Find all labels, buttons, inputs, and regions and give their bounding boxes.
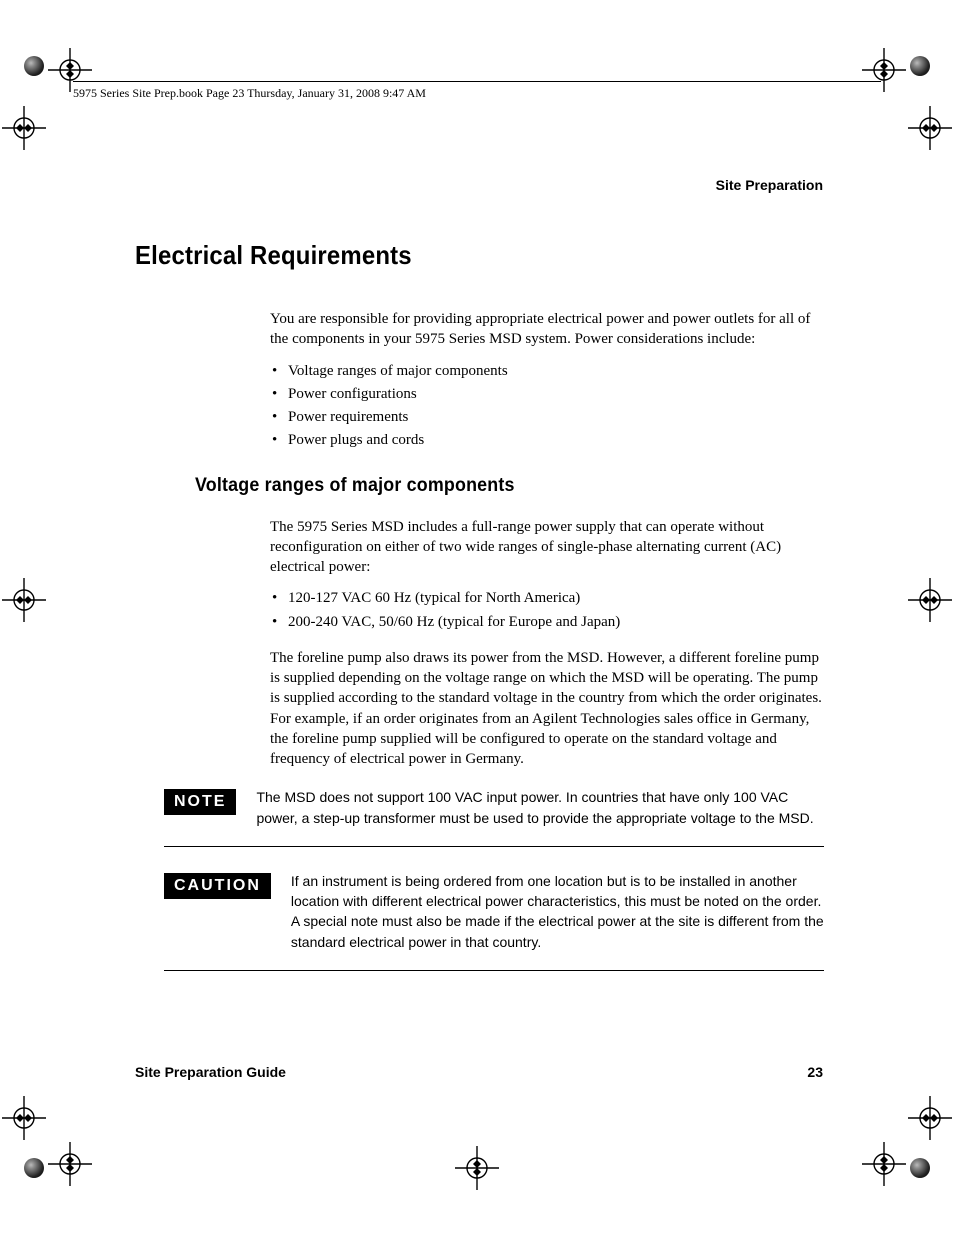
heading-2: Voltage ranges of major components [195,475,787,497]
regmark-tr-ball [910,56,930,76]
list-item: 200-240 VAC, 50/60 Hz (typical for Europ… [270,611,825,634]
regmark-right-t [908,106,952,150]
regmark-bl-ball [24,1158,44,1178]
regmark-bl [48,1142,92,1186]
list-item: Power configurations [270,383,825,406]
print-header-rule [73,81,881,82]
regmark-right-mid [908,578,952,622]
regmark-br-ball [910,1158,930,1178]
regmark-tr [862,48,906,92]
caution-body: If an instrument is being ordered from o… [291,871,824,952]
regmark-left-mid [2,578,46,622]
list-item: Power plugs and cords [270,429,825,452]
regmark-left-t [2,106,46,150]
intro-paragraph: You are responsible for providing approp… [270,309,825,350]
list-item: Voltage ranges of major components [270,360,825,383]
note-callout: NOTE The MSD does not support 100 VAC in… [164,787,824,847]
caution-label: CAUTION [164,873,271,899]
page-content: Electrical Requirements You are responsi… [135,240,825,971]
footer-page-number: 23 [807,1064,823,1080]
voltage-paragraph: The 5975 Series MSD includes a full-rang… [270,517,825,578]
regmark-right-b [908,1096,952,1140]
regmark-left-b [2,1096,46,1140]
heading-1: Electrical Requirements [135,240,770,271]
regmark-bottom-mid [455,1146,499,1190]
intro-bullets: Voltage ranges of major components Power… [270,360,825,453]
list-item: Power requirements [270,406,825,429]
print-header-text: 5975 Series Site Prep.book Page 23 Thurs… [73,86,426,101]
voltage-bullets: 120-127 VAC 60 Hz (typical for North Ame… [270,587,825,634]
regmark-tl-ball [24,56,44,76]
foreline-paragraph: The foreline pump also draws its power f… [270,648,825,770]
regmark-br [862,1142,906,1186]
note-body: The MSD does not support 100 VAC input p… [256,787,824,828]
list-item: 120-127 VAC 60 Hz (typical for North Ame… [270,587,825,610]
footer-doc-title: Site Preparation Guide [135,1064,286,1080]
running-header: Site Preparation [716,177,823,193]
note-label: NOTE [164,789,236,815]
caution-callout: CAUTION If an instrument is being ordere… [164,871,824,971]
